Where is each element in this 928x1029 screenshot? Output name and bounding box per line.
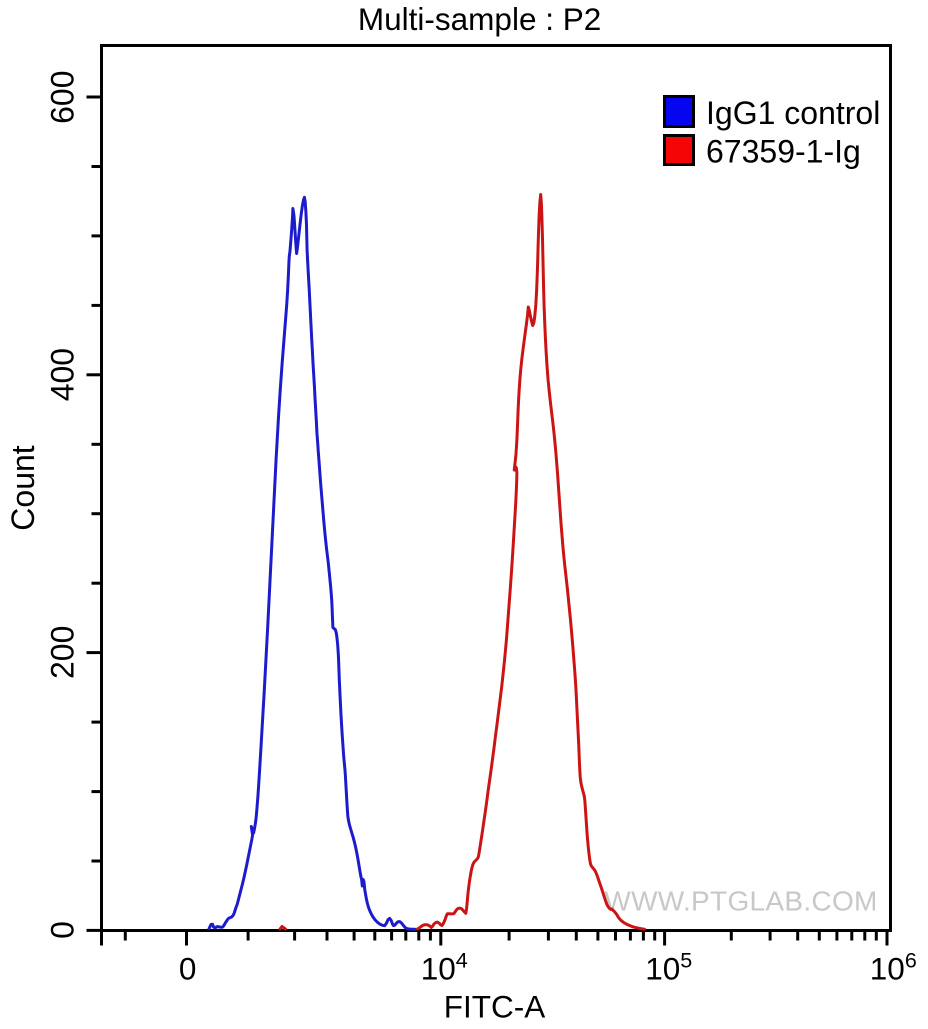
svg-text:600: 600 (45, 71, 81, 124)
svg-text:IgG1 control: IgG1 control (706, 95, 880, 131)
svg-text:200: 200 (45, 626, 81, 679)
svg-text:WWW.PTGLAB.COM: WWW.PTGLAB.COM (604, 886, 877, 917)
svg-text:Multi-sample : P2: Multi-sample : P2 (358, 1, 601, 37)
svg-text:400: 400 (45, 348, 81, 401)
svg-text:104: 104 (421, 949, 468, 987)
svg-text:0: 0 (179, 951, 197, 987)
svg-text:106: 106 (870, 949, 917, 987)
svg-text:WWW.PTGLAB.COM: WWW.PTGLAB.COM (606, 887, 879, 918)
svg-text:0: 0 (45, 921, 81, 939)
svg-text:Count: Count (5, 445, 41, 531)
svg-text:105: 105 (645, 949, 692, 987)
svg-text:67359-1-Ig: 67359-1-Ig (706, 134, 861, 170)
svg-text:FITC-A: FITC-A (444, 989, 545, 1025)
